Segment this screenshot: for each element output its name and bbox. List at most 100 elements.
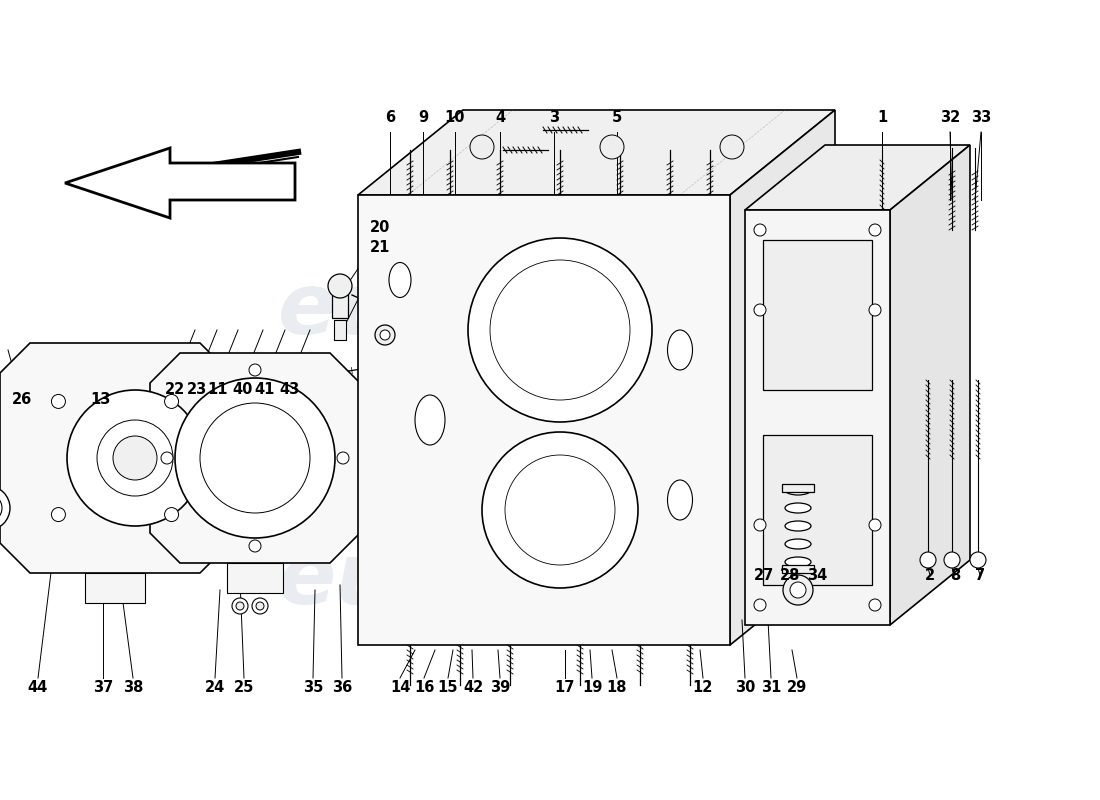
Text: 34: 34 (807, 567, 827, 582)
Polygon shape (730, 110, 835, 645)
Text: 33: 33 (971, 110, 991, 126)
Circle shape (0, 486, 10, 530)
Ellipse shape (389, 262, 411, 298)
Text: 14: 14 (389, 681, 410, 695)
Circle shape (236, 602, 244, 610)
Ellipse shape (785, 485, 811, 495)
Polygon shape (745, 145, 970, 210)
Ellipse shape (785, 521, 811, 531)
Circle shape (52, 507, 65, 522)
Polygon shape (227, 563, 283, 593)
Text: 11: 11 (208, 382, 229, 398)
Circle shape (256, 602, 264, 610)
Text: 4: 4 (495, 110, 505, 126)
Text: eurospares: eurospares (277, 538, 823, 622)
Circle shape (490, 260, 630, 400)
Text: 25: 25 (234, 681, 254, 695)
Circle shape (790, 582, 806, 598)
Polygon shape (0, 343, 230, 573)
Text: 16: 16 (414, 681, 435, 695)
Text: 38: 38 (123, 681, 143, 695)
Circle shape (52, 394, 65, 409)
Text: 21: 21 (370, 241, 390, 255)
Text: 6: 6 (385, 110, 395, 126)
Text: 15: 15 (438, 681, 459, 695)
Bar (358, 195, 730, 645)
Circle shape (200, 403, 310, 513)
Circle shape (165, 394, 178, 409)
Ellipse shape (668, 480, 693, 520)
Circle shape (754, 304, 766, 316)
Bar (332, 290, 348, 318)
Text: 40: 40 (233, 382, 253, 398)
Text: 29: 29 (786, 681, 807, 695)
Text: 18: 18 (607, 681, 627, 695)
Polygon shape (890, 145, 970, 625)
Text: 2: 2 (925, 567, 935, 582)
Circle shape (252, 598, 268, 614)
Circle shape (113, 436, 157, 480)
Bar (763, 240, 872, 390)
Text: 10: 10 (444, 110, 465, 126)
Text: 5: 5 (612, 110, 623, 126)
Text: 23: 23 (187, 382, 207, 398)
Text: 31: 31 (761, 681, 781, 695)
Circle shape (0, 494, 2, 522)
Ellipse shape (415, 395, 446, 445)
Bar (745, 210, 890, 625)
Text: 27: 27 (754, 567, 774, 582)
Circle shape (328, 274, 352, 298)
Circle shape (468, 238, 652, 422)
Text: 9: 9 (418, 110, 428, 126)
Text: 42: 42 (463, 681, 483, 695)
Text: 35: 35 (302, 681, 323, 695)
Text: 12: 12 (693, 681, 713, 695)
Text: 36: 36 (332, 681, 352, 695)
Text: 26: 26 (12, 393, 32, 407)
Text: 3: 3 (549, 110, 559, 126)
Circle shape (720, 135, 744, 159)
Circle shape (869, 519, 881, 531)
Circle shape (482, 432, 638, 588)
Circle shape (375, 325, 395, 345)
Bar (782, 565, 814, 573)
Text: 8: 8 (950, 567, 960, 582)
Text: 32: 32 (939, 110, 960, 126)
Circle shape (470, 135, 494, 159)
Text: 30: 30 (735, 681, 756, 695)
Circle shape (175, 378, 336, 538)
Circle shape (869, 224, 881, 236)
Circle shape (97, 420, 173, 496)
Polygon shape (358, 110, 835, 195)
Text: 19: 19 (582, 681, 602, 695)
Circle shape (505, 455, 615, 565)
Text: 22: 22 (165, 382, 185, 398)
Circle shape (249, 364, 261, 376)
Ellipse shape (785, 503, 811, 513)
Text: 7: 7 (975, 567, 986, 582)
Circle shape (165, 507, 178, 522)
Polygon shape (65, 148, 295, 218)
Circle shape (869, 304, 881, 316)
Bar (782, 484, 814, 492)
Circle shape (754, 599, 766, 611)
Circle shape (754, 519, 766, 531)
Circle shape (337, 452, 349, 464)
Text: 44: 44 (28, 681, 48, 695)
Circle shape (600, 135, 624, 159)
Circle shape (920, 552, 936, 568)
Text: 28: 28 (780, 567, 800, 582)
Circle shape (783, 575, 813, 605)
Circle shape (754, 224, 766, 236)
Polygon shape (150, 353, 360, 563)
Ellipse shape (785, 539, 811, 549)
Bar (334, 320, 346, 340)
Text: 37: 37 (92, 681, 113, 695)
Circle shape (869, 599, 881, 611)
Text: 20: 20 (370, 221, 390, 235)
Circle shape (249, 540, 261, 552)
Circle shape (232, 598, 248, 614)
Text: 41: 41 (255, 382, 275, 398)
Text: 17: 17 (554, 681, 575, 695)
Circle shape (970, 552, 986, 568)
